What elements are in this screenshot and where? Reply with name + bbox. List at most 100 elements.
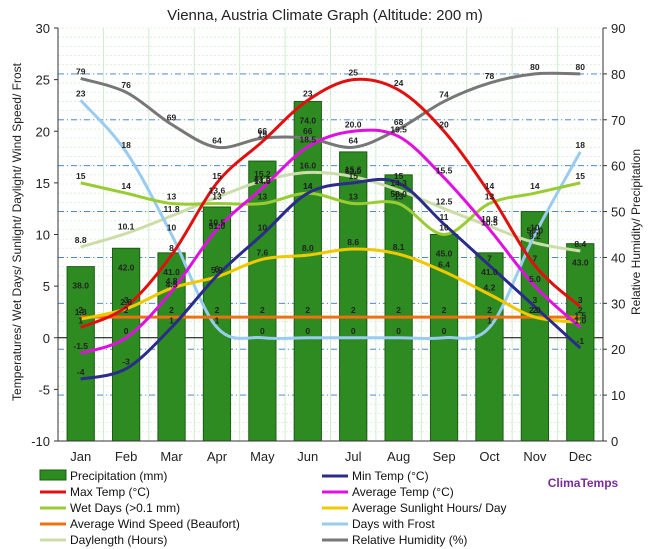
min-temp-c-label: 1 <box>169 315 174 325</box>
days-with-frost-label: 10 <box>530 223 540 233</box>
wet-days-0-1-mm-label: 13 <box>258 192 268 202</box>
daylength-hours-label: 14.3 <box>390 178 407 188</box>
min-temp-c-label: 15 <box>348 171 358 181</box>
x-tick-label: Mar <box>160 449 183 464</box>
x-tick-label: Oct <box>479 449 500 464</box>
x-tick-label: Jul <box>345 449 362 464</box>
days-with-frost-label: 0 <box>351 326 356 336</box>
average-wind-speed-beaufort-label: 2 <box>351 305 356 315</box>
y-tick-label: 10 <box>36 228 50 243</box>
daylength-hours-label: 15.6 <box>345 165 362 175</box>
relative-humidity-label: 80 <box>530 62 540 72</box>
data-labels: 38.042.0 41.051.061.074.063.058.045.041.0… <box>72 62 588 377</box>
average-sunlight-hours-day-label: 1.8 <box>75 307 87 317</box>
relative-humidity-line <box>80 71 581 150</box>
y-tick-label: -10 <box>31 434 50 449</box>
y-tick-label: 15 <box>36 176 50 191</box>
legend-label-daylength-hours: Daylength (Hours) <box>70 533 167 547</box>
daylength-hours-label: 10.1 <box>118 221 135 231</box>
legend: Precipitation (mm) Min Temp (°C) Max Temp … <box>39 469 507 547</box>
precipitation-bar <box>475 252 504 442</box>
daylength-hours-label: 9.2 <box>529 231 541 241</box>
max-temp-c-label: 3 <box>124 295 129 305</box>
daylength-hours-label: 15.2 <box>254 169 271 179</box>
precipitation-bar <box>66 266 95 442</box>
y2-tick-label: 40 <box>611 250 625 265</box>
precipitation-bar <box>293 100 322 442</box>
wet-days-0-1-mm-label: 15 <box>576 171 586 181</box>
average-wind-speed-beaufort-label: 2 <box>78 305 83 315</box>
precipitation-mm-label: 63.0 <box>345 166 362 176</box>
daylength-hours-label: 16.0 <box>300 161 317 171</box>
precipitation-mm-label: 43.0 <box>572 258 589 268</box>
relative-humidity-label: 80 <box>576 62 586 72</box>
days-with-frost-label: 18 <box>121 140 131 150</box>
average-sunlight-hours-day-label: 1.5 <box>574 310 586 320</box>
wet-days-0-1-mm-label: 15 <box>76 171 86 181</box>
min-temp-c-label: 10 <box>258 223 268 233</box>
y2-tick-label: 90 <box>611 21 625 36</box>
average-sunlight-hours-day-label: 2.0 <box>529 305 541 315</box>
days-with-frost-label: 1 <box>215 315 220 325</box>
days-with-frost-label: 18 <box>576 140 586 150</box>
min-temp-c-label: 7 <box>487 253 492 263</box>
legend-label-average-temp-c: Average Temp (°C) <box>352 485 454 499</box>
chart-title: Vienna, Austria Climate Graph (Altitude:… <box>167 7 483 24</box>
relative-humidity-label: 66 <box>303 126 313 136</box>
days-with-frost-line <box>79 99 582 341</box>
average-sunlight-hours-day-label: 7.6 <box>256 247 268 257</box>
y2-axis-title: Relative Humidity/ Precipitation <box>629 149 643 315</box>
legend-swatch-precipitation-mm <box>39 469 67 481</box>
days-with-frost-label: 1 <box>487 315 492 325</box>
relative-humidity-label: 64 <box>348 135 358 145</box>
precipitation-bar <box>202 206 232 442</box>
x-tick-label: Jun <box>297 449 318 464</box>
days-with-frost-label: 0 <box>442 326 447 336</box>
average-temp-c-label: 14.5 <box>254 176 271 186</box>
average-temp-c-label: 15.5 <box>436 166 453 176</box>
x-tick-label: Dec <box>569 449 593 464</box>
max-temp-c-label: 19 <box>258 130 268 140</box>
x-tick-label: Sep <box>432 449 455 464</box>
min-temp-c-label: 6 <box>215 264 220 274</box>
precipitation-bar <box>384 174 413 442</box>
max-temp-c-label: 23 <box>303 88 313 98</box>
average-wind-speed-beaufort-label: 2 <box>215 305 220 315</box>
average-sunlight-hours-day-label: 8.1 <box>393 242 405 252</box>
precipitation-bar <box>112 247 141 442</box>
daylength-hours-label: 12.5 <box>436 197 453 207</box>
y-tick-label: 0 <box>43 331 50 346</box>
average-wind-speed-beaufort-label: 2 <box>442 305 447 315</box>
y-axis-title: Temperatures/ Wet Days/ Sunlight/ Daylig… <box>10 62 24 401</box>
precipitation-mm-label: 61.0 <box>254 175 271 185</box>
average-temp-c-label: 19.5 <box>390 124 407 134</box>
max-temp-c-label: 8 <box>169 243 174 253</box>
days-with-frost-label: 23 <box>76 88 86 98</box>
y2-tick-label: 30 <box>611 296 625 311</box>
average-wind-speed-beaufort-label: 2 <box>533 305 538 315</box>
legend-label-wet-days-0-1-mm: Wet Days (>0.1 mm) <box>70 501 180 515</box>
relative-humidity-label: 69 <box>167 112 177 122</box>
min-temp-c-label: -3 <box>122 357 130 367</box>
daylength-hours-label: 10.8 <box>481 214 498 224</box>
average-temp-c-label: -1.5 <box>73 341 88 351</box>
y2-tick-label: 80 <box>611 67 625 82</box>
precipitation-bars <box>66 100 595 442</box>
y-tick-label: 30 <box>36 21 50 36</box>
series-lines <box>79 71 582 381</box>
days-with-frost-label: 0 <box>305 326 310 336</box>
average-sunlight-hours-day-line <box>80 247 581 324</box>
min-temp-c-label: 15 <box>394 171 404 181</box>
precipitation-bar <box>248 160 277 442</box>
average-wind-speed-beaufort-label: 2 <box>578 305 583 315</box>
average-sunlight-hours-day-label: 4.2 <box>484 282 496 292</box>
precipitation-mm-label: 38.0 <box>72 281 89 291</box>
precipitation-mm-label: 45.0 <box>436 249 453 259</box>
min-temp-c-label: -1 <box>577 336 585 346</box>
average-wind-speed-beaufort-label: 2 <box>124 305 129 315</box>
average-temp-c-label: 10.5 <box>209 217 226 227</box>
precipitation-mm-label: 41.0 <box>481 267 498 277</box>
x-tick-label: Jan <box>70 449 91 464</box>
